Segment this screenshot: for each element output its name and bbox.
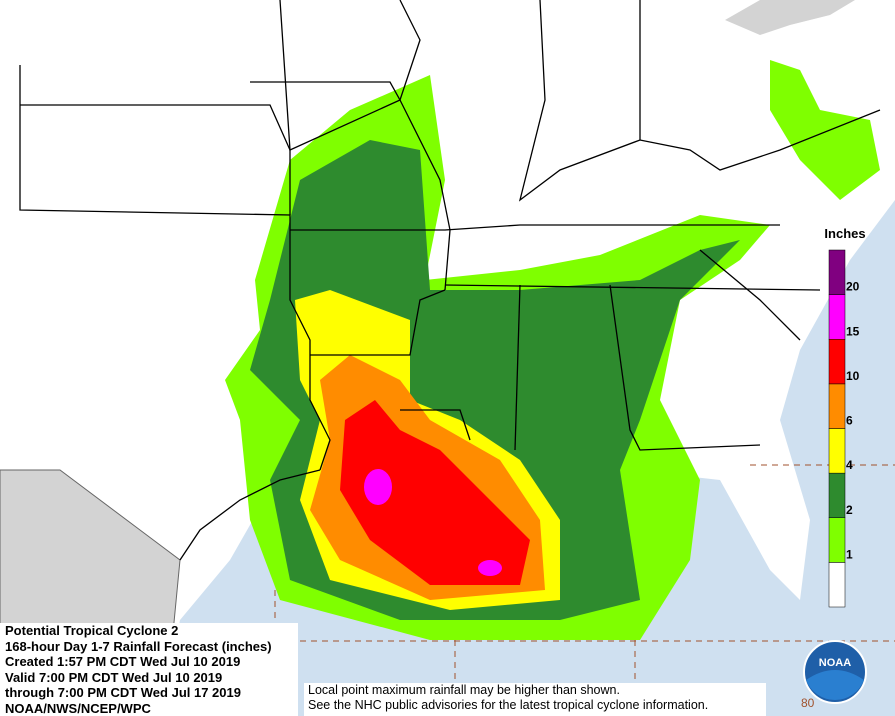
noaa-logo-text: NOAA (819, 657, 851, 669)
legend-label: 20 (846, 280, 860, 294)
legend-label: 1 (846, 547, 853, 561)
note-line: See the NHC public advisories for the la… (308, 698, 709, 712)
rain-15-20 (478, 560, 502, 576)
legend-label: 15 (846, 324, 860, 338)
legend-swatch (828, 562, 846, 608)
caption-line: Valid 7:00 PM CDT Wed Jul 10 2019 (5, 669, 223, 685)
legend-label: 2 (846, 503, 853, 517)
legend-swatch (828, 249, 846, 295)
caption: Potential Tropical Cyclone 2 168-hour Da… (0, 623, 298, 716)
note: Local point maximum rainfall may be high… (304, 683, 766, 716)
legend-title: Inches (824, 226, 865, 241)
caption-line: 168-hour Day 1-7 Rainfall Forecast (inch… (5, 638, 272, 654)
state-lines (19, 0, 881, 561)
legend: 1 2 4 6 10 15 20 (828, 249, 860, 608)
legend-label: 10 (846, 369, 860, 383)
legend-swatch (828, 339, 846, 385)
caption-line: NOAA/NWS/NCEP/WPC (5, 700, 151, 716)
rain-15-20 (364, 469, 392, 505)
rain-10-15 (340, 400, 530, 585)
legend-swatch (828, 428, 846, 474)
legend-swatch (828, 383, 846, 429)
great-lakes (725, 0, 855, 35)
noaa-logo-wave (806, 670, 864, 701)
legend-label: 6 (846, 414, 853, 428)
note-line: Local point maximum rainfall may be high… (308, 683, 620, 697)
legend-swatch (828, 472, 846, 518)
caption-line: through 7:00 PM CDT Wed Jul 17 2019 (5, 685, 241, 700)
legend-swatch (828, 294, 846, 340)
lat-lon-grid (274, 464, 895, 716)
caption-line: Potential Tropical Cyclone 2 (5, 623, 179, 638)
rain-1-2-north (770, 60, 880, 200)
legend-swatch (828, 517, 846, 563)
grid-label: 80 (801, 696, 815, 710)
legend-label: 4 (846, 458, 853, 472)
caption-line: Created 1:57 PM CDT Wed Jul 10 2019 (5, 654, 241, 669)
